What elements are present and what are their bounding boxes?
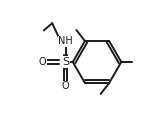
Text: NH: NH xyxy=(58,36,73,46)
Text: O: O xyxy=(39,57,46,67)
Text: O: O xyxy=(62,81,69,91)
Text: S: S xyxy=(62,57,69,67)
